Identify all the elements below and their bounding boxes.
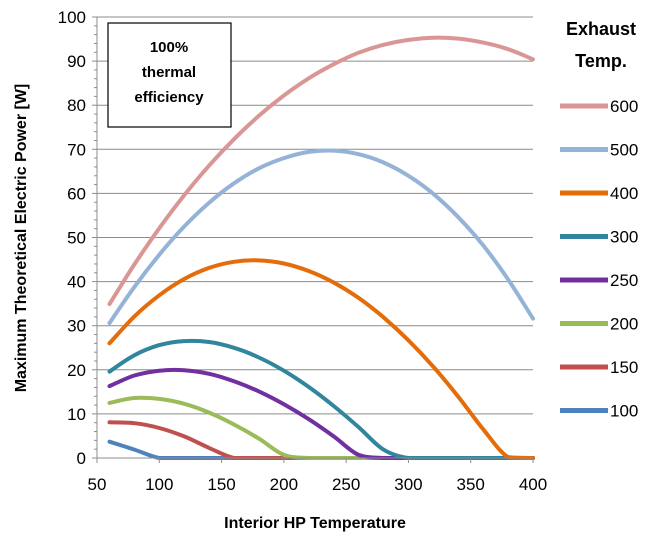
series-line-100 xyxy=(107,439,535,460)
y-tick-label-70: 70 xyxy=(67,140,86,159)
legend-label-500: 500 xyxy=(610,141,638,160)
legend-label-400: 400 xyxy=(610,184,638,203)
y-tick-label-90: 90 xyxy=(67,52,86,71)
y-tick-label-0: 0 xyxy=(77,449,86,468)
legend-label-150: 150 xyxy=(610,358,638,377)
annotation-line: thermal xyxy=(142,64,196,81)
legend: Exhaust Temp. 600 500 400 300 250 200 150 100 xyxy=(560,19,638,421)
x-axis-title: Interior HP Temperature xyxy=(224,515,406,532)
legend-title-line: Exhaust xyxy=(566,19,636,39)
series-line-600 xyxy=(107,35,535,307)
series-line-500 xyxy=(107,148,535,326)
x-tick-label-400: 400 xyxy=(519,475,547,494)
x-tick-label-100: 100 xyxy=(145,475,173,494)
axes: 0 10 20 30 40 50 60 70 80 90 100 50 100 150 200 250 300 3… xyxy=(58,8,548,494)
y-tick-label-30: 30 xyxy=(67,317,86,336)
annotation-line: efficiency xyxy=(134,89,204,106)
x-tick-label-300: 300 xyxy=(394,475,422,494)
y-tick-label-10: 10 xyxy=(67,405,86,424)
x-tick-label-350: 350 xyxy=(457,475,485,494)
x-tick-label-50: 50 xyxy=(88,475,107,494)
x-tick-label-150: 150 xyxy=(207,475,235,494)
y-tick-label-20: 20 xyxy=(67,361,86,380)
annotation-text: 100% thermal efficiency xyxy=(134,39,204,106)
y-tick-label-40: 40 xyxy=(67,273,86,292)
series-line-400 xyxy=(107,258,535,460)
y-tick-label-50: 50 xyxy=(67,229,86,248)
legend-label-300: 300 xyxy=(610,228,638,247)
legend-label-100: 100 xyxy=(610,402,638,421)
legend-title-line: Temp. xyxy=(575,51,627,71)
x-tick-label-250: 250 xyxy=(332,475,360,494)
legend-label-600: 600 xyxy=(610,97,638,116)
annotation-line: 100% xyxy=(150,39,188,56)
legend-label-250: 250 xyxy=(610,271,638,290)
legend-label-200: 200 xyxy=(610,315,638,334)
y-tick-label-60: 60 xyxy=(67,184,86,203)
y-axis-title: Maximum Theoretical Electric Power [W] xyxy=(13,84,30,393)
x-tick-label-200: 200 xyxy=(270,475,298,494)
annotation-frame xyxy=(107,22,232,128)
legend-title: Exhaust Temp. xyxy=(566,19,636,71)
y-tick-label-100: 100 xyxy=(58,8,86,27)
y-tick-label-80: 80 xyxy=(67,96,86,115)
annotation-box: 100% thermal efficiency xyxy=(107,22,232,128)
